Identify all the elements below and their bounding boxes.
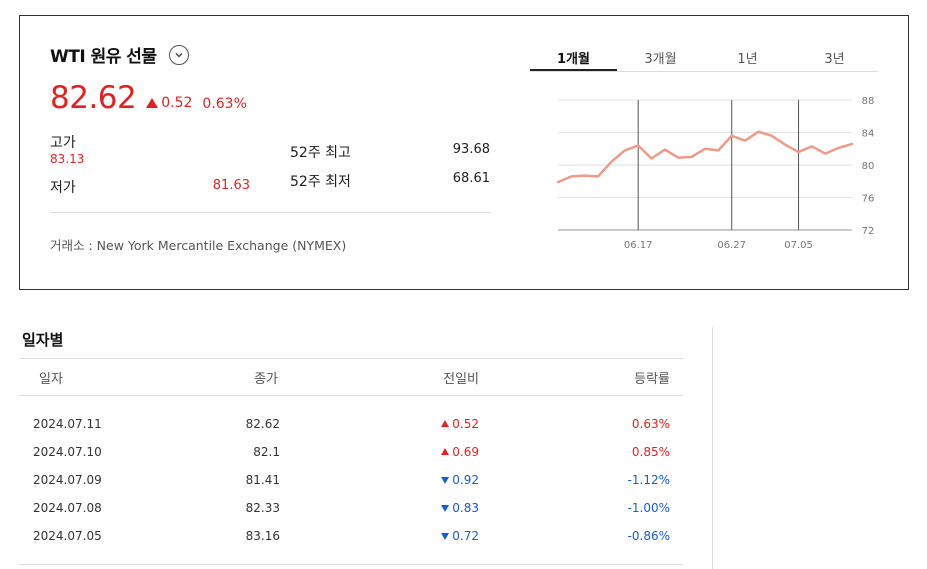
down-arrow-icon [441, 477, 450, 484]
row-pct: -1.00% [627, 501, 670, 515]
row-close: 82.62 [245, 417, 280, 431]
row-pct: -0.86% [627, 529, 670, 543]
high-label: 고가 [50, 135, 76, 151]
tab-1year[interactable]: 1년 [737, 52, 758, 67]
col-diff-header: 전일비 [443, 371, 479, 387]
title-row: WTI 원유 선물 [50, 42, 189, 67]
row-diff: 0.92 [280, 473, 479, 487]
daily-table: 일자 종가 전일비 등락률 2024.07.11 82.62 0.52 0.63… [19, 358, 683, 550]
row-diff-value: 0.72 [452, 529, 479, 543]
section-divider [712, 327, 713, 569]
price-series-line [556, 130, 854, 184]
y-tick-label: 84 [862, 129, 875, 140]
price-line-chart: 72 76 80 84 88 06.17 06.27 07.05 [556, 96, 875, 251]
high-value: 83.13 [50, 152, 85, 166]
price-change-percent: 0.63% [202, 96, 247, 112]
price-row: 82.62 0.52 0.63% [50, 80, 247, 116]
x-tick-label: 06.27 [717, 240, 746, 251]
row-diff: 0.72 [280, 529, 479, 543]
row-close: 81.41 [245, 473, 280, 487]
col-close-header: 종가 [254, 371, 278, 387]
table-row: 2024.07.05 83.16 0.72 -0.86% [19, 522, 683, 550]
low-value: 81.63 [212, 178, 250, 193]
x-tick-label: 07.05 [784, 240, 813, 251]
col-pct-header: 등락률 [634, 371, 670, 387]
down-arrow-icon [441, 505, 450, 512]
row-close: 82.1 [253, 445, 280, 459]
row-date: 2024.07.08 [33, 501, 102, 515]
table-bottom-line [19, 564, 683, 565]
down-arrow-icon [441, 533, 450, 540]
col-date-header: 일자 [39, 371, 63, 387]
row-diff-value: 0.69 [452, 445, 479, 459]
table-row: 2024.07.11 82.62 0.52 0.63% [19, 410, 683, 438]
tab-3month[interactable]: 3개월 [644, 52, 677, 67]
row-diff-value: 0.83 [452, 501, 479, 515]
up-arrow-icon [441, 448, 450, 455]
row-diff-value: 0.92 [452, 473, 479, 487]
y-tick-label: 88 [862, 96, 875, 107]
table-row: 2024.07.08 82.33 0.83 -1.00% [19, 494, 683, 522]
row-pct: -1.12% [627, 473, 670, 487]
x-tick-label: 06.17 [624, 240, 653, 251]
tab-1month[interactable]: 1개월 [530, 46, 617, 71]
period-tabs: 1개월 3개월 1년 3년 [530, 46, 878, 72]
row-date: 2024.07.10 [33, 445, 102, 459]
up-arrow-icon [441, 420, 450, 427]
tab-3year[interactable]: 3년 [824, 52, 845, 67]
instrument-dropdown-button[interactable] [168, 44, 189, 65]
price-change-value: 0.52 [161, 95, 193, 111]
y-tick-label: 80 [862, 161, 875, 172]
table-row: 2024.07.09 81.41 0.92 -1.12% [19, 466, 683, 494]
table-row: 2024.07.10 82.1 0.69 0.85% [19, 438, 683, 466]
row-date: 2024.07.09 [33, 473, 102, 487]
week52-high-value: 93.68 [452, 142, 490, 157]
row-diff: 0.83 [280, 501, 479, 515]
row-diff: 0.69 [280, 445, 479, 459]
quote-card: WTI 원유 선물 82.62 0.52 0.63% 고가 83.13 저가 8… [19, 15, 909, 290]
up-arrow-icon [146, 98, 159, 108]
table-body: 2024.07.11 82.62 0.52 0.63% 2024.07.10 8… [19, 396, 683, 550]
row-pct: 0.63% [631, 417, 670, 431]
y-tick-label: 72 [862, 226, 875, 237]
row-date: 2024.07.05 [33, 529, 102, 543]
week52-low-value: 68.61 [452, 171, 490, 186]
row-date: 2024.07.11 [33, 417, 102, 431]
instrument-title: WTI 원유 선물 [50, 47, 157, 67]
daily-section-title: 일자별 [22, 331, 64, 349]
chevron-down-icon [175, 52, 183, 57]
row-diff: 0.52 [280, 417, 479, 431]
low-label: 저가 [50, 180, 76, 196]
week52-low-label: 52주 최저 [290, 174, 351, 190]
row-close: 83.16 [245, 529, 280, 543]
table-header: 일자 종가 전일비 등락률 [19, 358, 683, 396]
stats-divider [50, 212, 491, 213]
week52-high-label: 52주 최고 [290, 145, 351, 161]
row-close: 82.33 [245, 501, 280, 515]
current-price: 82.62 [50, 80, 137, 116]
row-pct: 0.85% [631, 445, 670, 459]
row-diff-value: 0.52 [452, 417, 479, 431]
price-change: 0.52 [146, 95, 192, 111]
exchange-info: 거래소 : New York Mercantile Exchange (NYME… [50, 238, 347, 253]
y-tick-label: 76 [862, 194, 875, 205]
